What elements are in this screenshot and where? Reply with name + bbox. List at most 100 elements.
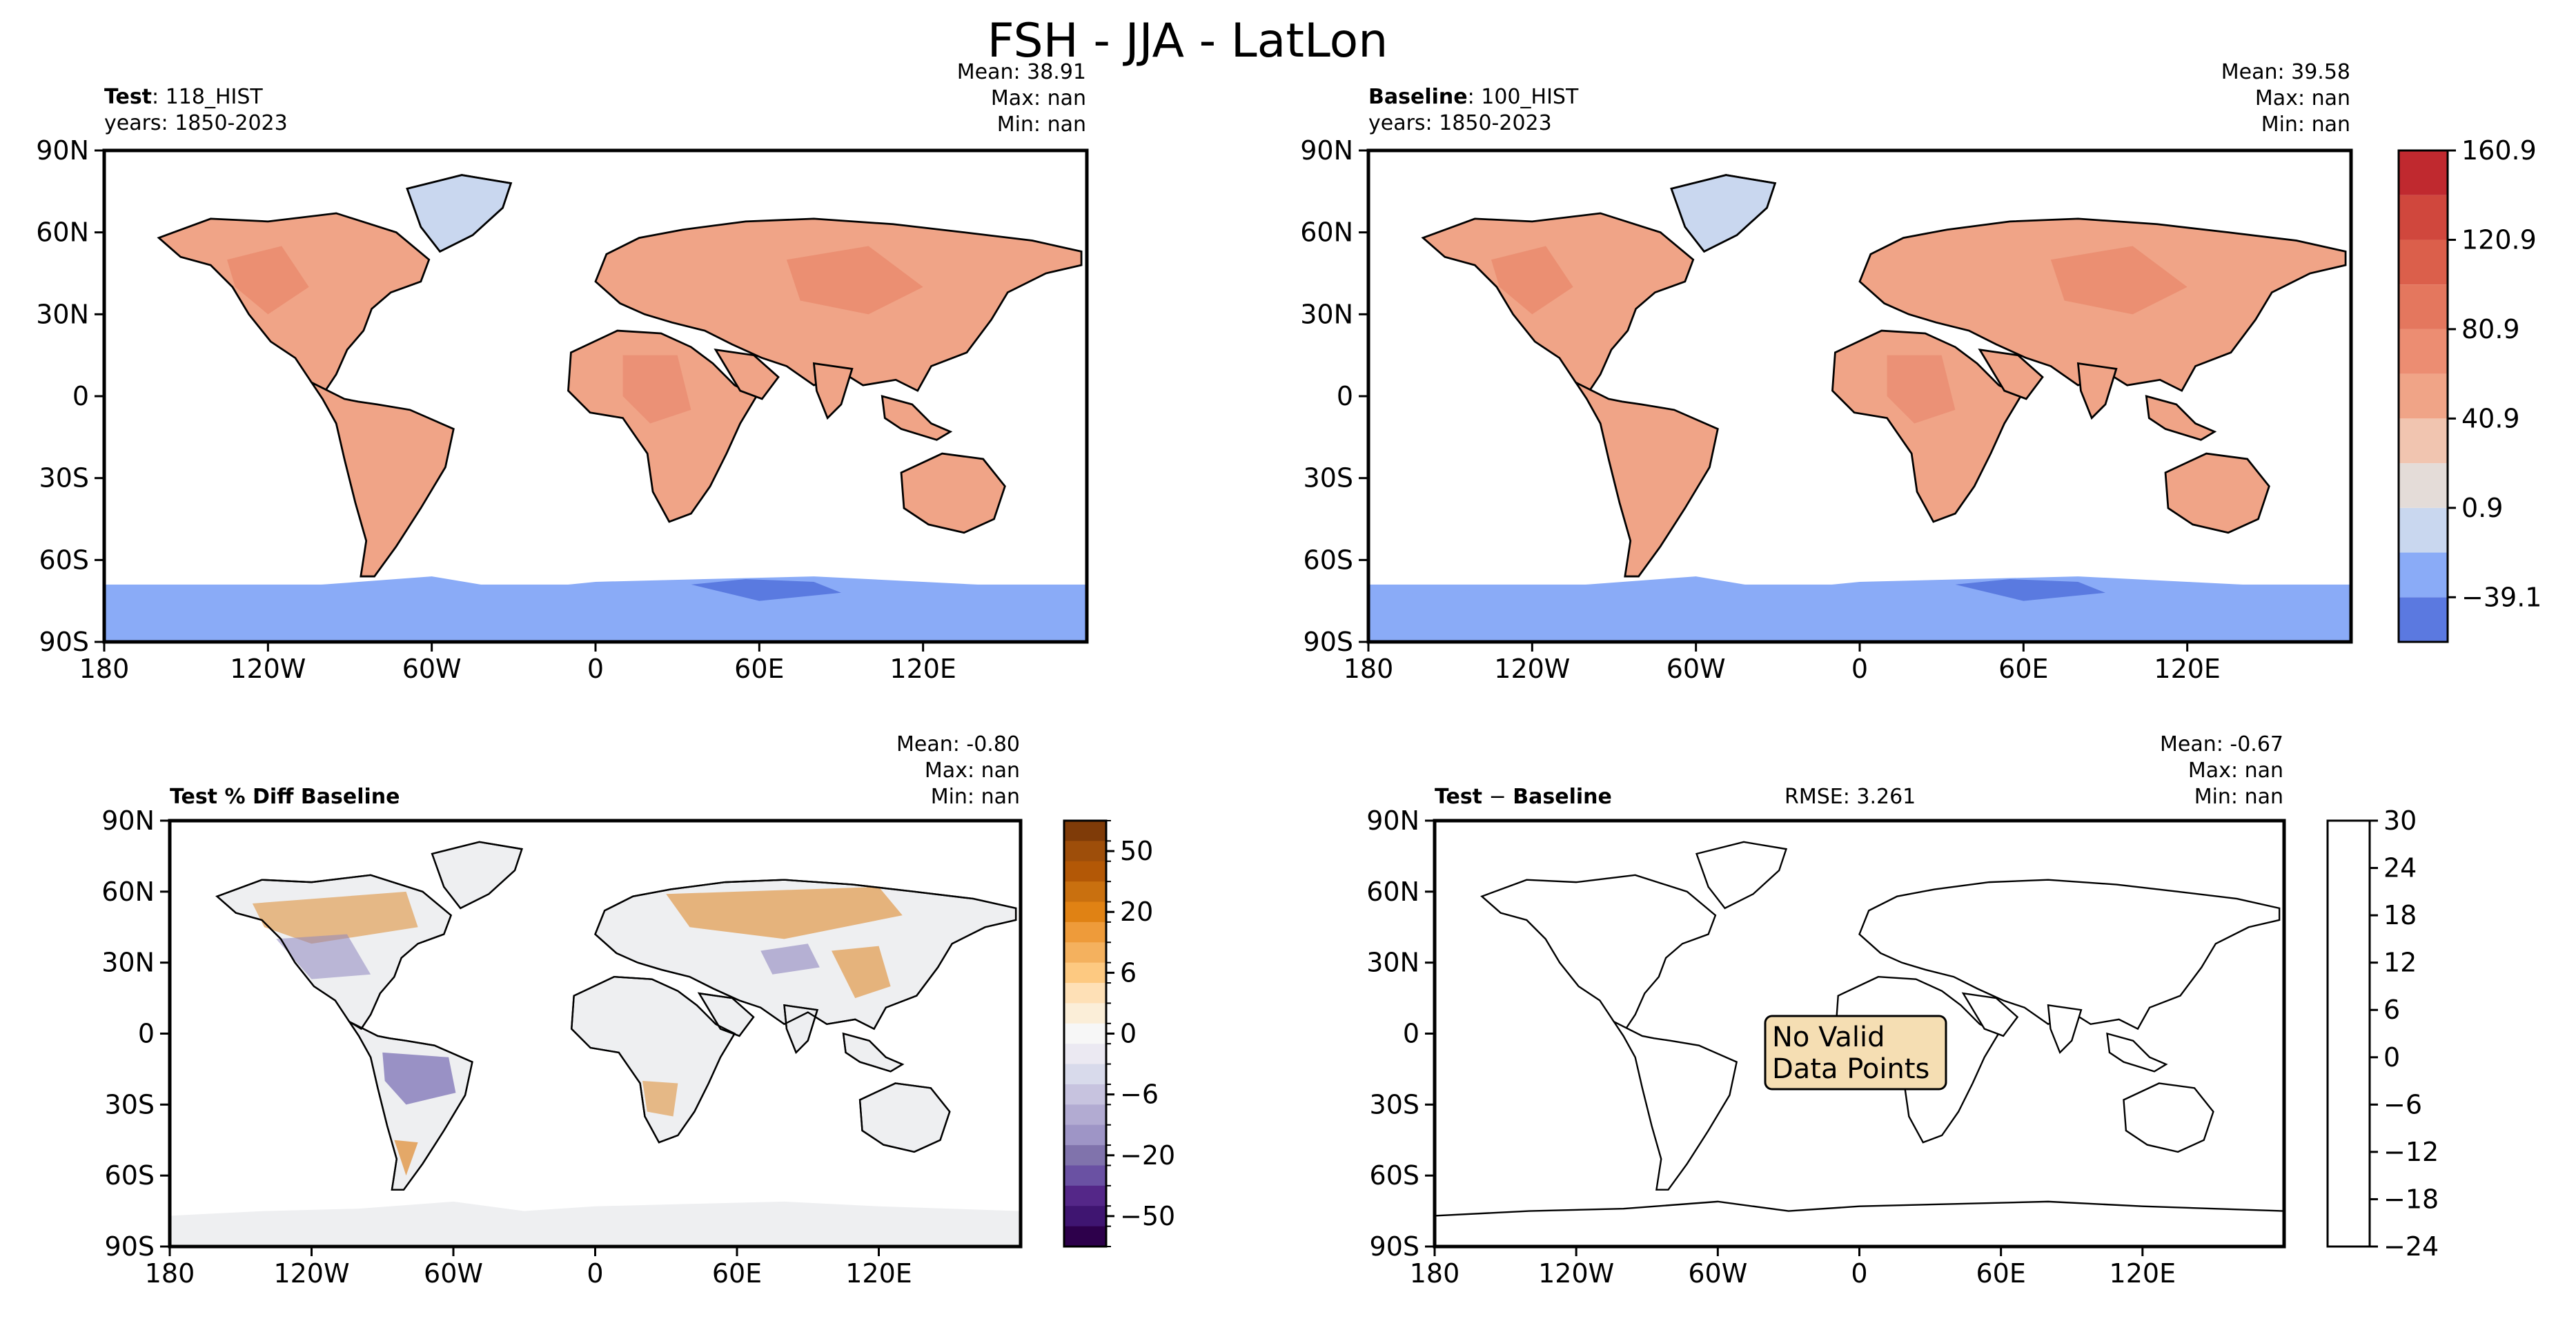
diff-label-sep: − (1482, 785, 1513, 809)
pct-diff-xtick-label: 60W (424, 1258, 483, 1289)
colorbar-tick-label: 6 (2383, 995, 2400, 1025)
pct-diff-ytick-label: 90N (101, 805, 155, 836)
baseline-map (1368, 150, 2351, 642)
pct-diff-max: Max: nan (925, 759, 1020, 783)
colorbar-tick-label: 120.9 (2461, 224, 2537, 255)
diff-positive-region (394, 1140, 418, 1176)
baseline-max: Max: nan (2255, 86, 2350, 110)
colorbar-segment (2399, 240, 2448, 285)
colorbar-segment (1064, 1185, 1106, 1206)
baseline-xtick-label: 180 (1344, 654, 1394, 684)
diff-mean: Mean: -0.67 (2160, 732, 2283, 756)
pct-diff-min: Min: nan (931, 785, 1020, 809)
test-ytick-label: 60S (39, 545, 89, 575)
baseline-ytick-label: 30S (1304, 463, 1353, 494)
pct-diff-label: Test % Diff Baseline (170, 785, 400, 809)
pct-diff-xtick-label: 60E (712, 1258, 762, 1289)
diff-ytick-label: 60S (1370, 1160, 1419, 1191)
colorbar-segment (2399, 373, 2448, 419)
colorbar-tick-label: 0 (1120, 1019, 1137, 1049)
colorbar-segment (1064, 821, 1106, 841)
diff-negative-region (760, 944, 820, 975)
colorbar-segment (2399, 507, 2448, 553)
diff-xtick-label: 60W (1688, 1258, 1747, 1289)
diff-xtick-label: 120E (2110, 1258, 2176, 1289)
land-hot-region (786, 246, 923, 315)
colorbar-segment (1064, 1044, 1106, 1065)
pct-diff-xtick-label: 0 (587, 1258, 603, 1289)
test-max: Max: nan (991, 86, 1086, 110)
test-xtick-label: 120E (889, 654, 956, 684)
colorbar-segment (2399, 552, 2448, 598)
diff-rmse: RMSE: 3.261 (1784, 785, 1916, 809)
antarctica-coast (1435, 1200, 2284, 1217)
colorbar-tick-label: 18 (2383, 900, 2417, 930)
pct-diff-ytick-label: 60S (105, 1160, 155, 1191)
diff-min: Min: nan (2194, 785, 2283, 809)
colorbar-tick-label: 24 (2383, 853, 2417, 883)
pct-diff-ytick-label: 30N (101, 948, 155, 978)
baseline-min: Min: nan (2261, 113, 2350, 137)
colorbar-segment (2399, 150, 2448, 195)
colorbar-segment (1064, 861, 1106, 882)
baseline-years: years: 1850-2023 (1368, 111, 1552, 135)
diff-positive-region (832, 946, 891, 999)
diff-xtick-label: 180 (1410, 1258, 1460, 1289)
colorbar-tick-label: −20 (1120, 1140, 1175, 1171)
colorbar-tick-label: −24 (2383, 1231, 2439, 1262)
baseline-ytick-label: 30N (1300, 299, 1353, 329)
colorbar-tick-label: −6 (1120, 1079, 1159, 1110)
pct-diff-ytick-label: 30S (105, 1089, 155, 1120)
panel-diff: Test − Baseline RMSE: 3.261 Mean: -0.67 … (1433, 732, 2439, 1262)
diff-xtick-label: 60E (1976, 1258, 2025, 1289)
test-label-colon: : (152, 85, 166, 109)
colorbar-segment (2399, 597, 2448, 642)
pct-diff-xtick-label: 120W (273, 1258, 349, 1289)
colorbar-tick-label: 0.9 (2461, 493, 2503, 523)
baseline-xtick-label: 60W (1666, 654, 1726, 684)
no-data-line-2: Data Points (1772, 1053, 1929, 1085)
land-hot-region (1887, 355, 1956, 424)
axes: 180 120W 60W 0 60E 120E90N60N30N030S60S90S180… (36, 135, 2221, 1289)
diff-ytick-label: 90N (1366, 805, 1419, 836)
colorbar-segment (1064, 841, 1106, 862)
diff-label-baseline: Baseline (1513, 785, 1612, 809)
diff-ytick-label: 60N (1366, 877, 1419, 907)
colorbar-tick-label: −6 (2383, 1089, 2422, 1120)
test-map (104, 150, 1087, 642)
colorbar-tick-label: −18 (2383, 1184, 2439, 1214)
pct-diff-colorbar-frame (1063, 819, 1108, 1248)
test-label: Test: 118_HIST (104, 85, 263, 109)
baseline-xtick-label: 60E (1998, 654, 2048, 684)
test-xtick-label: 180 (79, 654, 130, 684)
diff-negative-region (382, 1052, 456, 1105)
baseline-ytick-label: 0 (1337, 381, 1353, 411)
colorbar-segment (1064, 1003, 1106, 1024)
diff-colorbar: 30 24 18 12 6 0 −6 −12 −18 −24 (2370, 805, 2439, 1262)
colorbar-tick-label: 6 (1120, 957, 1137, 988)
diff-ytick-label: 0 (1403, 1019, 1419, 1049)
no-data-annotation: No Valid Data Points (1764, 1015, 1947, 1091)
pct-diff-xtick-label: 180 (145, 1258, 195, 1289)
diff-negative-region (276, 934, 371, 979)
baseline-label-value: 100_HIST (1481, 85, 1579, 109)
antarctica-shape (170, 1201, 1021, 1247)
diff-xtick-label: 120W (1538, 1258, 1614, 1289)
test-xtick-label: 120W (230, 654, 306, 684)
land-hot-region (227, 246, 309, 315)
colorbar-segment (1064, 1206, 1106, 1227)
pct-diff-ytick-label: 60N (101, 877, 155, 907)
no-data-box (1764, 1015, 1947, 1091)
pct-diff-mean: Mean: -0.80 (896, 732, 1020, 756)
panel-pct-diff: Test % Diff Baseline Mean: -0.80 Max: na… (168, 732, 1175, 1249)
test-xtick-label: 60W (402, 654, 462, 684)
diff-label-test: Test (1435, 785, 1482, 809)
diff-ytick-label: 90S (1370, 1231, 1419, 1262)
colorbar-segment (1064, 1064, 1106, 1085)
colorbar-tick-label: −50 (1120, 1201, 1175, 1231)
colorbar-segment (1064, 921, 1106, 943)
panel-baseline: Baseline: 100_HIST years: 1850-2023 Mean… (1366, 60, 2541, 644)
test-ytick-label: 30N (36, 299, 89, 329)
colorbar-segment (1064, 1023, 1106, 1044)
colorbar-segment (1064, 1104, 1106, 1126)
